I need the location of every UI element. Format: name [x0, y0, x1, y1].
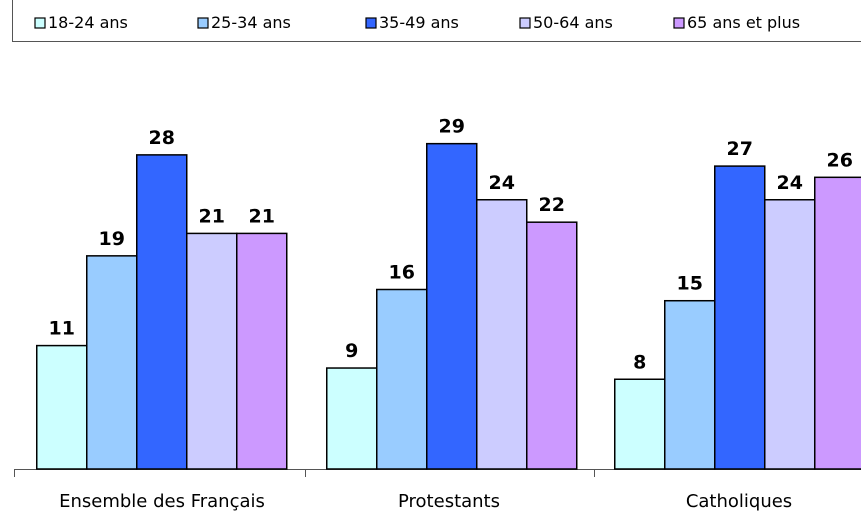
- value-label-3-4: 24: [777, 172, 803, 194]
- legend-label-2: 25-34 ans: [211, 13, 291, 32]
- value-label-2-5: 22: [539, 194, 565, 216]
- value-label-1-5: 21: [249, 205, 275, 227]
- bar-2-3: [426, 142, 478, 470]
- value-label-2-4: 24: [489, 172, 515, 194]
- bar-2-1: [326, 367, 378, 470]
- category-labels: Ensemble des Français Protestants Catholiq…: [59, 491, 792, 512]
- bar-3-5: [814, 176, 861, 470]
- legend-label-3: 35-49 ans: [379, 13, 459, 32]
- bars: [36, 142, 861, 470]
- legend: 18-24 ans 25-34 ans 35-49 ans 50-64 ans 65 a…: [12, 0, 861, 42]
- bar-1-1: [36, 344, 88, 470]
- legend-swatch-3: [365, 17, 377, 29]
- legend-swatch-2: [197, 17, 209, 29]
- value-label-1-2: 19: [99, 228, 125, 250]
- bar-3-4: [764, 199, 816, 470]
- bar-1-2: [86, 255, 138, 470]
- value-label-1-3: 28: [149, 127, 175, 149]
- value-label-3-5: 26: [827, 149, 853, 171]
- value-label-2-1: 9: [345, 340, 358, 362]
- value-label-1-4: 21: [199, 205, 225, 227]
- legend-swatch-5: [673, 17, 685, 29]
- value-labels: 11 19 28 21 21 9 16 29 24 22 8 15 27 24 26: [49, 116, 853, 374]
- legend-swatch-1: [34, 17, 46, 29]
- value-label-3-3: 27: [727, 138, 753, 160]
- bar-1-5: [236, 232, 288, 470]
- category-label-3: Catholiques: [686, 491, 792, 512]
- bar-1-4: [186, 232, 238, 470]
- value-label-1-1: 11: [49, 318, 75, 340]
- bar-2-2: [376, 288, 428, 470]
- value-label-3-2: 15: [677, 273, 703, 295]
- bar-3-1: [614, 378, 666, 470]
- category-label-1: Ensemble des Français: [59, 491, 265, 512]
- bar-1-3: [136, 154, 188, 470]
- legend-label-1: 18-24 ans: [48, 13, 128, 32]
- bar-2-5: [526, 221, 578, 470]
- legend-label-5: 65 ans et plus: [687, 13, 800, 32]
- category-label-2: Protestants: [398, 491, 500, 512]
- bar-3-3: [714, 165, 766, 470]
- value-label-2-3: 29: [439, 116, 465, 138]
- category-axis: [14, 469, 861, 477]
- legend-label-4: 50-64 ans: [533, 13, 613, 32]
- value-label-3-1: 8: [633, 351, 646, 373]
- bar-2-4: [476, 199, 528, 470]
- legend-swatch-4: [519, 17, 531, 29]
- value-label-2-2: 16: [389, 262, 415, 284]
- bar-3-2: [664, 299, 716, 470]
